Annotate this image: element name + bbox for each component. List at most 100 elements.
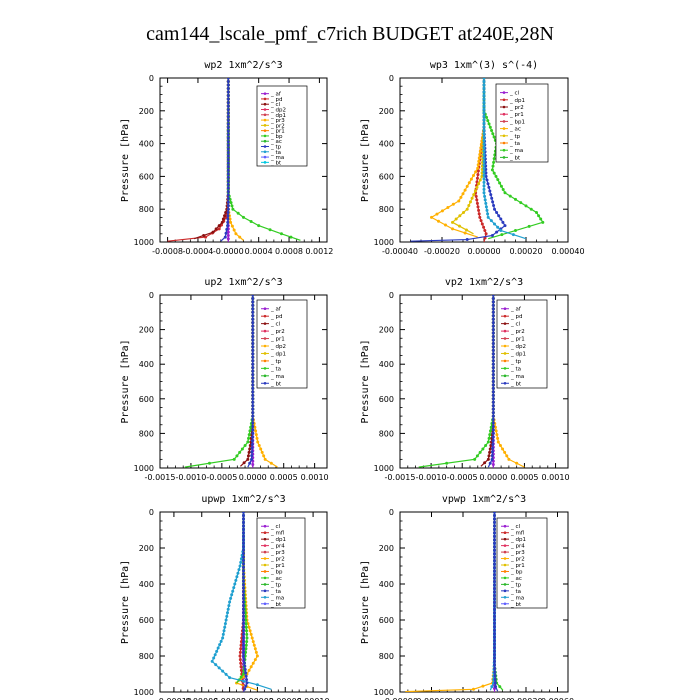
series-marker — [477, 159, 481, 163]
legend-marker — [263, 544, 267, 547]
series-marker — [493, 632, 496, 636]
series-marker — [492, 204, 496, 208]
series-marker — [491, 369, 495, 373]
series-marker — [259, 447, 263, 451]
y-tick-label: 1000 — [134, 238, 154, 247]
series-marker — [487, 122, 491, 126]
legend-entry: _ dp2 — [510, 344, 526, 350]
y-tick-label: 1000 — [374, 688, 394, 697]
legend-marker — [263, 374, 267, 378]
x-tick-label: 0.0004 — [245, 247, 273, 256]
x-tick-label: 0.0000 — [479, 473, 507, 482]
legend-box — [256, 299, 308, 389]
series-marker — [221, 636, 225, 640]
series-marker — [225, 227, 229, 231]
legend-marker — [503, 589, 507, 593]
series-marker — [435, 212, 439, 216]
series-marker — [478, 178, 482, 182]
legend: _ af_ pd _ cl_ pr2 _ pr1_ dp2_ dp1 _ tp_ ta… — [496, 299, 548, 389]
series-marker — [242, 524, 245, 528]
series-marker — [223, 235, 227, 239]
series-marker — [242, 541, 245, 545]
series-marker — [242, 572, 245, 576]
x-tick-label: 0.0010 — [542, 473, 570, 482]
legend-marker — [263, 589, 267, 593]
series-marker — [226, 237, 230, 241]
series-marker — [212, 656, 216, 660]
series-marker — [458, 214, 462, 218]
series-group — [184, 295, 278, 468]
series-marker — [451, 220, 454, 224]
series-marker — [242, 661, 246, 665]
series-marker — [242, 517, 245, 521]
legend-marker — [263, 583, 267, 586]
series-marker — [242, 534, 245, 538]
series-marker — [491, 310, 495, 314]
series-marker — [251, 397, 255, 401]
series-marker — [226, 204, 230, 208]
series-marker — [475, 185, 479, 189]
series-marker — [248, 629, 252, 633]
series-marker — [226, 140, 230, 144]
series-marker — [457, 199, 461, 203]
series-marker — [490, 196, 494, 200]
legend-marker — [503, 570, 507, 573]
series-marker — [251, 317, 255, 321]
legend-marker — [503, 359, 507, 363]
series-marker — [444, 223, 447, 227]
series-marker — [251, 300, 255, 304]
series-marker — [254, 433, 258, 437]
series-marker — [251, 355, 255, 359]
series-marker — [473, 457, 477, 461]
series-marker — [501, 447, 505, 451]
x-tick-label: -0.0010 — [416, 473, 447, 482]
series-marker — [246, 457, 250, 461]
series-marker — [223, 214, 227, 218]
series-marker — [226, 147, 230, 151]
series-marker — [495, 210, 499, 214]
series-marker — [440, 209, 444, 213]
legend-marker — [502, 91, 506, 94]
legend-marker — [263, 113, 267, 117]
legend-marker — [263, 97, 267, 101]
series-marker — [269, 461, 273, 465]
series-marker — [482, 125, 486, 129]
series-marker — [242, 611, 245, 615]
series-marker — [251, 428, 255, 432]
series-marker — [493, 562, 496, 566]
series-marker — [236, 211, 240, 215]
series-marker — [242, 555, 245, 559]
series-marker — [226, 186, 230, 190]
series-marker — [488, 125, 492, 129]
series-marker — [481, 447, 485, 451]
series-marker — [481, 684, 485, 688]
legend-entry: _ pr4 — [510, 544, 525, 550]
legend-entry: _ pd — [270, 97, 282, 103]
series-marker — [243, 668, 247, 671]
series-marker — [242, 647, 245, 651]
series-marker — [242, 604, 245, 608]
series-marker — [224, 231, 228, 235]
series-marker — [493, 583, 496, 587]
legend-entry: _ cl — [510, 322, 521, 328]
series-line — [193, 78, 229, 240]
series-marker — [482, 159, 486, 163]
series-marker — [226, 233, 230, 237]
legend-marker — [502, 105, 506, 109]
series-marker — [239, 668, 243, 672]
series-marker — [242, 657, 246, 661]
legend-marker — [263, 92, 267, 95]
series-marker — [493, 541, 496, 545]
series-marker — [226, 126, 230, 130]
x-tick-label: -0.00090 — [382, 697, 418, 700]
series-marker — [202, 233, 206, 237]
series-marker — [493, 625, 496, 629]
series-marker — [226, 217, 230, 221]
y-axis-title: Pressure [hPa] — [120, 339, 131, 423]
chart-panel-1: wp2 1xm^2/s^3 Pressure [hPa] 0 200 400 600 800… — [120, 60, 333, 256]
x-tick-label: 0.00006 — [269, 697, 302, 700]
legend-marker — [502, 141, 506, 145]
series-marker — [482, 166, 486, 170]
y-tick-label: 0 — [389, 508, 394, 517]
legend-marker — [263, 570, 267, 573]
